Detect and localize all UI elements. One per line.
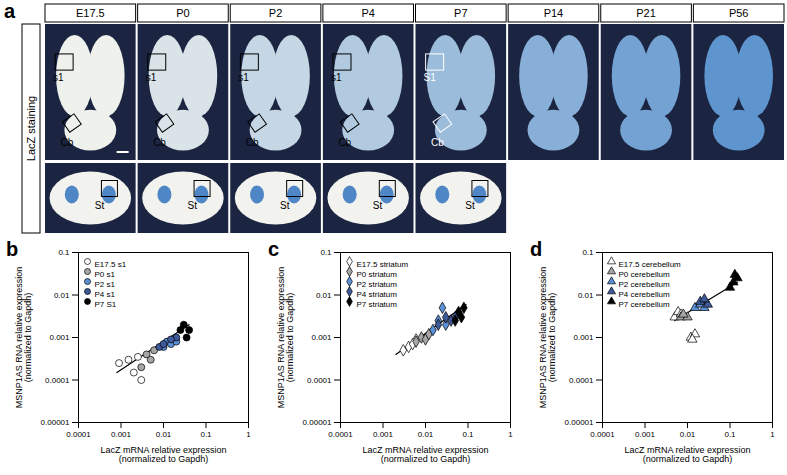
svg-text:St: St: [187, 200, 197, 211]
svg-text:0.00001: 0.00001: [303, 418, 332, 427]
svg-text:Cb: Cb: [61, 137, 74, 148]
svg-text:0.01: 0.01: [578, 291, 594, 300]
svg-text:Cb: Cb: [431, 137, 444, 148]
svg-text:P4: P4: [361, 7, 374, 19]
svg-text:0.00001: 0.00001: [41, 418, 70, 427]
svg-text:0.1: 0.1: [724, 430, 736, 439]
svg-text:0.001: 0.001: [311, 333, 332, 342]
svg-text:P2: P2: [269, 7, 282, 19]
svg-text:P56: P56: [729, 7, 749, 19]
svg-text:St: St: [95, 200, 105, 211]
svg-text:P2 s1: P2 s1: [95, 280, 116, 289]
svg-text:0.1: 0.1: [58, 248, 70, 257]
svg-text:LacZ staining: LacZ staining: [25, 96, 37, 161]
svg-text:0.1: 0.1: [582, 248, 594, 257]
svg-text:Cb: Cb: [338, 137, 351, 148]
svg-text:P0 cerebellum: P0 cerebellum: [619, 270, 670, 279]
svg-text:0.0001: 0.0001: [590, 430, 615, 439]
svg-text:1: 1: [508, 430, 513, 439]
svg-text:S1: S1: [424, 72, 437, 83]
svg-text:LacZ mRNA relative expression(: LacZ mRNA relative expression(normalized…: [100, 445, 226, 464]
svg-text:P0: P0: [176, 7, 189, 19]
html-text:d: d: [530, 238, 543, 260]
svg-text:E17.5 s1: E17.5 s1: [95, 260, 127, 269]
svg-text:0.001: 0.001: [373, 430, 394, 439]
svg-text:0.01: 0.01: [418, 430, 434, 439]
svg-text:0.001: 0.001: [635, 430, 656, 439]
svg-text:P7 S1: P7 S1: [95, 300, 117, 309]
svg-text:P7: P7: [454, 7, 467, 19]
svg-text:E17.5 striatum: E17.5 striatum: [357, 260, 409, 269]
svg-text:St: St: [280, 200, 290, 211]
svg-text:s1: s1: [53, 72, 64, 83]
svg-text:s1: s1: [238, 72, 249, 83]
svg-text:MSNP1AS RNA relative expressio: MSNP1AS RNA relative expression(normaliz…: [276, 267, 295, 409]
svg-text:0.1: 0.1: [200, 430, 212, 439]
svg-text:0.001: 0.001: [573, 333, 594, 342]
svg-text:St: St: [465, 200, 475, 211]
svg-text:0.0001: 0.0001: [569, 376, 594, 385]
svg-text:P7 striatum: P7 striatum: [357, 300, 398, 309]
html-text:c: c: [268, 238, 280, 260]
svg-text:P0 s1: P0 s1: [95, 270, 116, 279]
svg-text:0.01: 0.01: [316, 291, 332, 300]
svg-text:St: St: [373, 200, 383, 211]
svg-text:0.001: 0.001: [49, 333, 70, 342]
svg-text:0.00001: 0.00001: [565, 418, 594, 427]
svg-text:0.1: 0.1: [320, 248, 332, 257]
svg-text:E17.5 cerebellum: E17.5 cerebellum: [619, 260, 682, 269]
svg-text:LacZ mRNA relative expression(: LacZ mRNA relative expression(normalized…: [362, 445, 488, 464]
svg-text:P4 striatum: P4 striatum: [357, 290, 398, 299]
svg-text:LacZ mRNA relative expression(: LacZ mRNA relative expression(normalized…: [624, 445, 750, 464]
svg-text:P21: P21: [636, 7, 656, 19]
svg-text:0.0001: 0.0001: [307, 376, 332, 385]
svg-text:0.01: 0.01: [156, 430, 172, 439]
svg-text:0.1: 0.1: [462, 430, 474, 439]
svg-text:0.001: 0.001: [111, 430, 132, 439]
svg-text:0.0001: 0.0001: [45, 376, 70, 385]
svg-text:MSNP1AS RNA relative expressio: MSNP1AS RNA relative expression(normaliz…: [14, 267, 33, 409]
svg-text:Cb: Cb: [153, 137, 166, 148]
html-text:b: b: [6, 238, 19, 260]
svg-text:P4 s1: P4 s1: [95, 290, 116, 299]
svg-text:0.01: 0.01: [680, 430, 696, 439]
svg-text:P14: P14: [544, 7, 564, 19]
svg-text:MSNP1AS RNA relative expressio: MSNP1AS RNA relative expression(normaliz…: [538, 267, 557, 409]
svg-text:s1: s1: [331, 72, 342, 83]
svg-text:1: 1: [246, 430, 251, 439]
svg-text:s1: s1: [146, 72, 157, 83]
svg-text:0.0001: 0.0001: [328, 430, 353, 439]
svg-text:P0 striatum: P0 striatum: [357, 270, 398, 279]
html-text:a: a: [4, 0, 16, 22]
svg-text:0.0001: 0.0001: [66, 430, 91, 439]
svg-text:0.01: 0.01: [54, 291, 70, 300]
svg-text:P7 cerebellum: P7 cerebellum: [619, 300, 670, 309]
svg-text:1: 1: [770, 430, 775, 439]
svg-text:P2 striatum: P2 striatum: [357, 280, 398, 289]
svg-text:E17.5: E17.5: [76, 7, 105, 19]
svg-text:P2 cerebellum: P2 cerebellum: [619, 280, 670, 289]
svg-text:Cb: Cb: [246, 137, 259, 148]
svg-text:P4 cerebellum: P4 cerebellum: [619, 290, 670, 299]
